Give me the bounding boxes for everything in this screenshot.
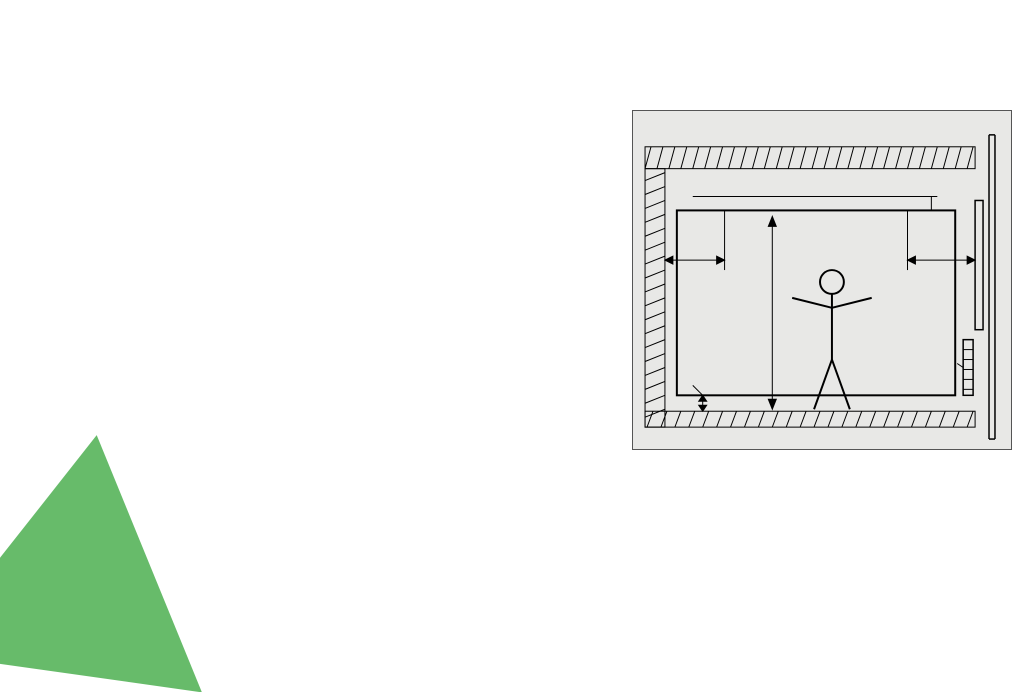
page-title [0,0,1024,20]
human-icon [792,270,872,409]
workzone-diagram [632,110,1012,450]
decorative-triangle [0,416,235,692]
body-text [48,60,608,68]
